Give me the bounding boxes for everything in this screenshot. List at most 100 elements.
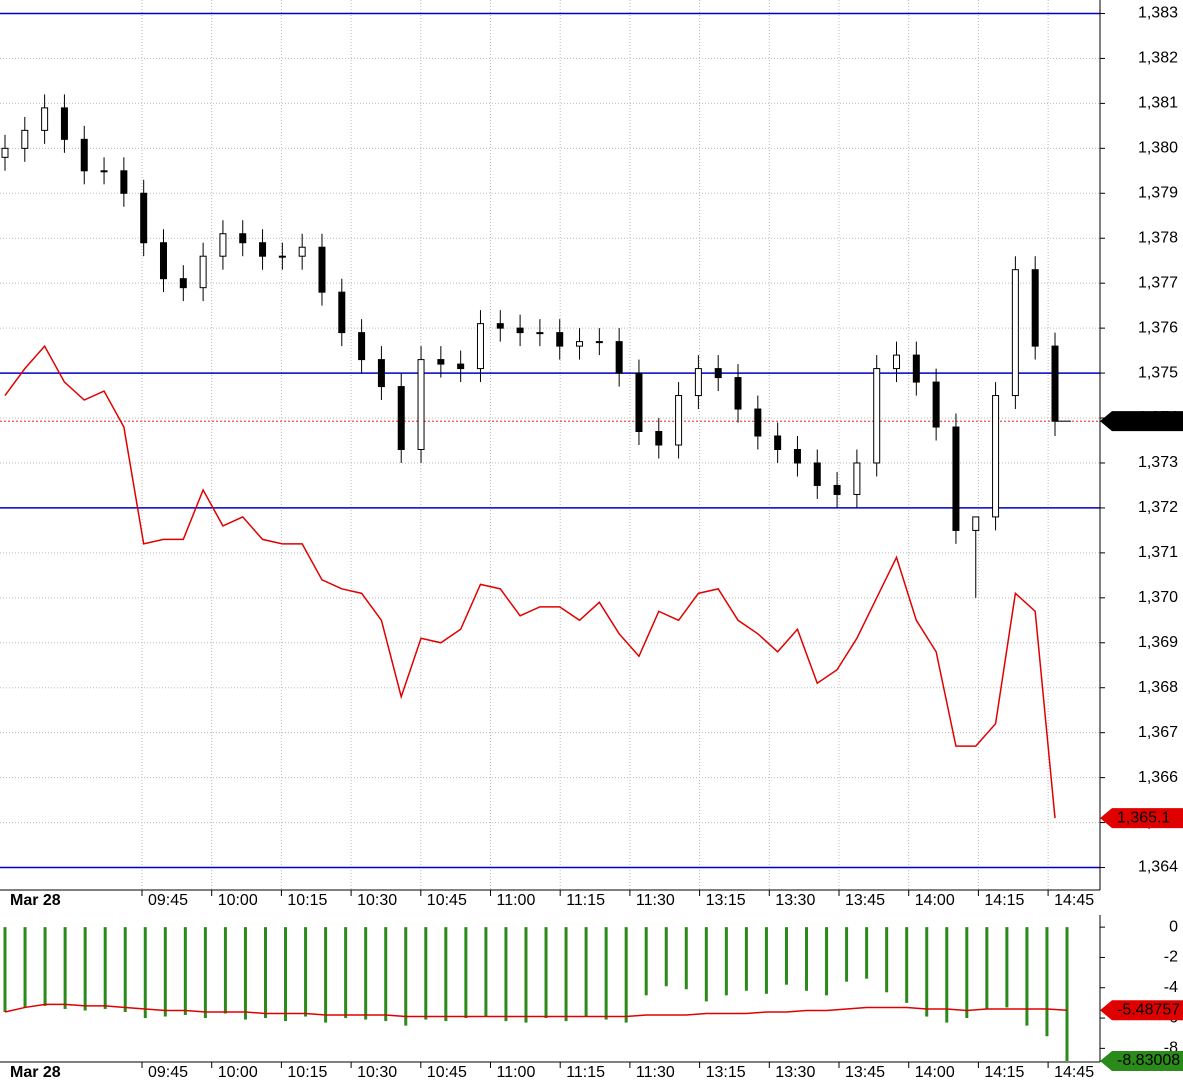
price-tag (1100, 1050, 1183, 1071)
hist-bar (3, 927, 7, 1012)
candle-body (893, 354, 901, 370)
hist-bar (764, 927, 768, 994)
candle-body (21, 129, 29, 149)
time-label: 14:00 (915, 1064, 955, 1081)
candle-body (655, 431, 663, 446)
candle-body (615, 341, 623, 374)
hist-bar (805, 927, 809, 991)
hist-bar (965, 927, 969, 1019)
hist-bar (744, 927, 748, 991)
time-label: 13:30 (775, 1064, 815, 1081)
candle-body (675, 395, 683, 446)
hist-bar (845, 927, 849, 982)
hist-bar (484, 927, 488, 1017)
candle-body (833, 484, 841, 495)
signal-line (4, 1003, 1068, 1018)
hist-bar (865, 927, 869, 979)
time-label: 10:30 (357, 892, 397, 909)
price-tag-label: 1,373.93 (1117, 412, 1179, 429)
hist-bar (123, 927, 127, 1012)
candle-body (1031, 269, 1039, 347)
hist-bar (664, 927, 668, 987)
time-label: 11:15 (566, 1064, 605, 1081)
candle-body (1011, 269, 1019, 397)
hist-bar (163, 927, 167, 1017)
time-label: 14:15 (984, 892, 1024, 909)
hist-bar (584, 927, 588, 1017)
hist-bar (223, 927, 227, 1014)
hist-bar (644, 927, 648, 996)
candle-body (60, 107, 68, 140)
candle-body (793, 448, 801, 464)
hist-bar (564, 927, 568, 1022)
y-tick-label: 1,381 (1138, 95, 1178, 112)
time-label: 13:15 (706, 892, 746, 909)
hist-bar (1025, 927, 1029, 1026)
time-label: 11:30 (636, 1064, 675, 1081)
candle-body (219, 233, 227, 257)
hist-bar (263, 927, 267, 1019)
hist-bar (985, 927, 989, 1009)
y-tick-label: -4 (1164, 979, 1178, 996)
time-label: 09:45 (148, 1064, 188, 1081)
y-tick-label: 1,382 (1138, 50, 1178, 67)
candle-body (873, 368, 881, 464)
time-label: 13:15 (706, 1064, 746, 1081)
hist-bar (684, 927, 688, 990)
candle-body (259, 242, 267, 257)
candle-body (358, 332, 366, 361)
y-tick-label: 1,380 (1138, 140, 1178, 157)
candle-body (952, 426, 960, 531)
price-tag-label: 1,365.1 (1117, 809, 1170, 826)
price-tag-label: -8.83008 (1117, 1052, 1180, 1069)
hist-bar (284, 927, 288, 1022)
candle-body (576, 341, 584, 347)
hist-bar (304, 927, 308, 1017)
candle-body (397, 386, 405, 450)
candle-body (437, 359, 445, 365)
y-tick-label: 1,376 (1138, 319, 1178, 336)
time-label: 11:00 (497, 892, 536, 909)
time-label: 14:15 (984, 1064, 1024, 1081)
candle-body (932, 381, 940, 428)
time-label: 11:15 (566, 892, 605, 909)
y-tick-label: 1,371 (1138, 544, 1178, 561)
candle-body (338, 291, 346, 334)
hist-bar (43, 927, 47, 1006)
y-tick-label: 1,369 (1138, 634, 1178, 651)
hist-bar (704, 927, 708, 1002)
hist-bar (183, 927, 187, 1016)
candle-body (1051, 345, 1059, 422)
candle-body (853, 462, 861, 495)
hist-bar (504, 927, 508, 1022)
y-tick-label: 1,370 (1138, 589, 1178, 606)
candle-body (912, 354, 920, 383)
candle-body (635, 372, 643, 433)
candle-body (120, 170, 128, 194)
y-tick-label: 1,373 (1138, 454, 1178, 471)
hist-bar (203, 927, 207, 1019)
candle-body (754, 408, 762, 437)
time-label: 13:45 (845, 1064, 885, 1081)
candle-body (813, 462, 821, 486)
hist-bar (885, 927, 889, 993)
hist-bar (464, 927, 468, 1019)
candle-body (239, 233, 247, 244)
candle-body (972, 516, 980, 531)
time-axis (0, 890, 1100, 912)
y-tick-label: 1,366 (1138, 769, 1178, 786)
hist-bar (83, 927, 87, 1011)
time-label: 13:45 (845, 892, 885, 909)
hist-bar (63, 927, 67, 1009)
price-tag (1100, 808, 1183, 829)
y-tick-label: 1,377 (1138, 274, 1178, 291)
hist-bar (444, 927, 448, 1022)
candle-body (100, 170, 108, 173)
candle-body (992, 395, 1000, 518)
time-label: 10:30 (357, 1064, 397, 1081)
candle-body (278, 255, 286, 258)
time-axis (0, 1062, 1100, 1084)
hist-bar (945, 927, 949, 1023)
